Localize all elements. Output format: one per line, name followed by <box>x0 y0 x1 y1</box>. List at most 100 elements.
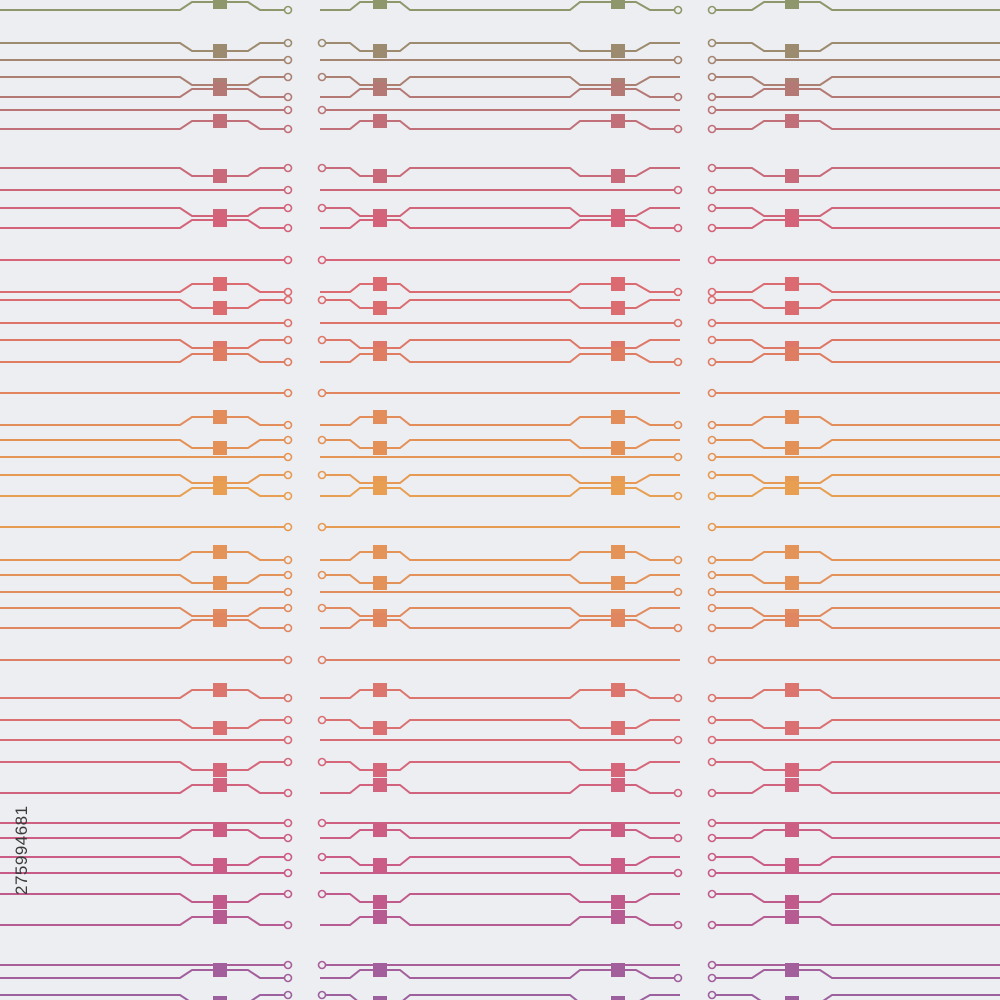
trace-terminal <box>673 693 683 703</box>
trace-terminal <box>283 889 293 899</box>
circuit-trace <box>320 439 680 449</box>
trace-terminal <box>283 852 293 862</box>
circuit-trace <box>710 474 1000 484</box>
trace-terminal <box>317 295 327 305</box>
trace-terminal <box>707 491 717 501</box>
circuit-pad <box>213 44 227 58</box>
circuit-trace <box>710 439 1000 449</box>
circuit-pad <box>373 823 387 837</box>
trace-terminal <box>317 163 327 173</box>
trace-terminal <box>673 623 683 633</box>
circuit-trace <box>320 574 680 584</box>
circuit-trace <box>320 42 680 52</box>
trace-terminal <box>707 833 717 843</box>
trace-terminal <box>283 788 293 798</box>
trace-terminal <box>283 223 293 233</box>
circuit-trace <box>320 76 680 86</box>
circuit-pad <box>373 576 387 590</box>
circuit-trace <box>0 829 288 839</box>
trace-terminal <box>707 255 717 265</box>
circuit-trace <box>710 487 1000 497</box>
trace-terminal <box>707 757 717 767</box>
trace-terminal <box>673 92 683 102</box>
trace-terminal <box>317 603 327 613</box>
trace-terminal <box>283 818 293 828</box>
trace-terminal <box>673 735 683 745</box>
trace-terminal <box>707 435 717 445</box>
circuit-pad <box>611 277 625 291</box>
circuit-pad <box>785 778 799 792</box>
trace-terminal <box>283 491 293 501</box>
circuit-trace <box>710 829 1000 839</box>
circuit-pad <box>611 114 625 128</box>
circuit-trace <box>0 474 288 484</box>
trace-terminal <box>673 55 683 65</box>
circuit-trace <box>320 607 680 617</box>
circuit-pad <box>611 169 625 183</box>
circuit-trace <box>320 299 680 309</box>
circuit-trace <box>320 969 680 979</box>
circuit-pad <box>213 0 227 9</box>
trace-terminal <box>283 318 293 328</box>
trace-terminal <box>707 287 717 297</box>
trace-terminal <box>673 5 683 15</box>
trace-terminal <box>673 318 683 328</box>
trace-terminal <box>283 587 293 597</box>
circuit-trace <box>320 551 680 561</box>
circuit-pad <box>373 778 387 792</box>
circuit-trace <box>0 416 288 426</box>
circuit-trace <box>0 784 288 794</box>
circuit-pad <box>213 114 227 128</box>
trace-terminal <box>707 788 717 798</box>
circuit-pad <box>611 721 625 735</box>
trace-terminal <box>317 990 327 1000</box>
circuit-trace <box>320 719 680 729</box>
circuit-trace <box>320 339 680 349</box>
circuit-trace <box>0 487 288 497</box>
trace-terminal <box>317 72 327 82</box>
trace-terminal <box>707 693 717 703</box>
trace-terminal <box>283 735 293 745</box>
circuit-trace <box>710 784 1000 794</box>
trace-terminal <box>673 420 683 430</box>
circuit-trace <box>320 916 680 926</box>
circuit-trace <box>320 474 680 484</box>
circuit-pad <box>785 823 799 837</box>
circuit-trace <box>0 207 288 217</box>
circuit-pad <box>213 441 227 455</box>
trace-terminal <box>317 655 327 665</box>
circuit-trace <box>710 207 1000 217</box>
circuit-trace <box>0 339 288 349</box>
circuit-trace <box>0 439 288 449</box>
circuit-pad <box>213 277 227 291</box>
circuit-pad <box>611 44 625 58</box>
circuit-trace <box>710 339 1000 349</box>
circuit-pad <box>785 576 799 590</box>
circuit-trace <box>710 607 1000 617</box>
circuit-pad <box>785 895 799 909</box>
circuit-trace <box>0 607 288 617</box>
circuit-trace <box>0 969 288 979</box>
trace-terminal <box>707 388 717 398</box>
circuit-pad <box>213 823 227 837</box>
circuit-pad <box>213 910 227 924</box>
circuit-pad <box>213 576 227 590</box>
circuit-pad <box>785 277 799 291</box>
circuit-trace <box>710 916 1000 926</box>
trace-terminal <box>673 124 683 134</box>
circuit-pad <box>213 213 227 227</box>
trace-terminal <box>317 388 327 398</box>
circuit-pad <box>611 481 625 495</box>
trace-terminal <box>283 435 293 445</box>
trace-terminal <box>283 833 293 843</box>
trace-terminal <box>707 522 717 532</box>
trace-terminal <box>317 105 327 115</box>
circuit-trace <box>320 283 680 293</box>
circuit-trace <box>710 1 1000 11</box>
circuit-pad <box>373 114 387 128</box>
circuit-pad <box>785 763 799 777</box>
circuit-pad <box>213 613 227 627</box>
trace-terminal <box>707 357 717 367</box>
circuit-trace <box>710 167 1000 177</box>
trace-terminal <box>707 570 717 580</box>
